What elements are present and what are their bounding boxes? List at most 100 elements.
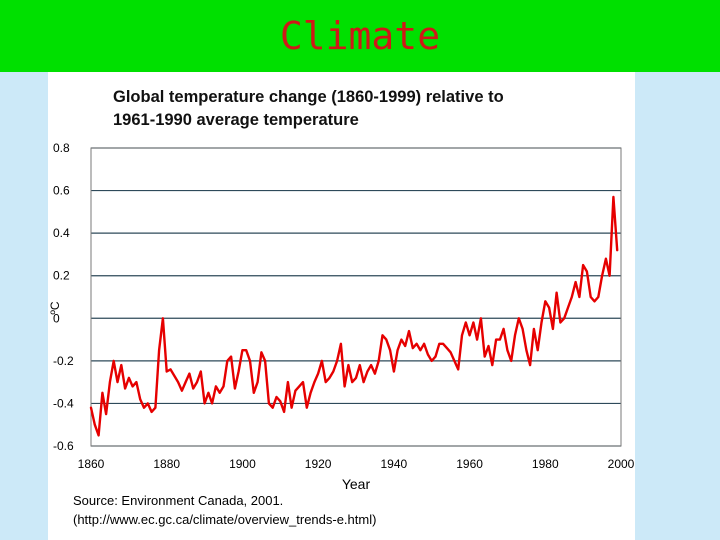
data-point (506, 349, 509, 352)
data-point (351, 381, 354, 383)
data-point (601, 274, 603, 277)
data-point (302, 381, 304, 383)
data-point (252, 391, 255, 394)
data-point (502, 328, 505, 330)
chart-title-line-1: Global temperature change (1860-1999) re… (113, 88, 504, 106)
data-point (404, 345, 407, 347)
y-tick-label: 0.6 (53, 184, 70, 198)
x-tick-label: 1860 (78, 457, 105, 471)
data-point (396, 349, 399, 352)
data-point (586, 270, 588, 273)
data-point (578, 296, 581, 298)
x-tick-label: 1880 (153, 457, 180, 471)
data-point (109, 381, 111, 383)
data-point (215, 385, 217, 388)
data-point (347, 364, 350, 366)
y-tick-label: 0 (53, 311, 60, 325)
data-point (290, 406, 293, 409)
data-point (139, 398, 142, 401)
data-point (271, 406, 274, 409)
data-point (612, 196, 615, 198)
data-point (434, 355, 437, 358)
x-tick-label: 2000 (608, 457, 635, 471)
data-point (593, 300, 596, 303)
series-line (89, 195, 619, 437)
x-axis-label: Year (342, 476, 371, 492)
data-point (177, 381, 180, 383)
y-tick-label: -0.2 (53, 354, 74, 368)
data-point (355, 377, 357, 379)
data-point (411, 347, 414, 349)
data-point (146, 402, 149, 405)
data-point (199, 370, 202, 373)
y-tick-label: -0.4 (53, 396, 74, 410)
data-point (321, 360, 323, 362)
data-point (328, 377, 331, 379)
data-point (169, 368, 172, 371)
grid-lines (91, 147, 621, 447)
data-point (192, 387, 195, 390)
x-tick-label: 1900 (229, 457, 256, 471)
data-point (544, 300, 547, 303)
chart-title-line-2: 1961-1990 average temperature (113, 111, 359, 129)
data-point (207, 391, 210, 394)
x-tick-label: 1940 (381, 457, 408, 471)
data-point (165, 370, 168, 373)
source-url: (http://www.ec.gc.ca/climate/overview_tr… (73, 512, 377, 527)
x-tick-label: 1960 (456, 457, 483, 471)
data-point (374, 372, 376, 375)
data-point (97, 434, 100, 437)
data-point (582, 264, 584, 266)
data-point (393, 370, 395, 373)
title-bar (0, 0, 720, 72)
y-tick-label: 0.8 (53, 141, 70, 155)
data-point (158, 349, 160, 352)
data-point (309, 391, 312, 394)
data-point (385, 338, 388, 341)
temperature-chart: Global temperature change (1860-1999) re… (48, 88, 635, 492)
data-point (362, 381, 365, 383)
data-point (442, 342, 444, 345)
data-point (552, 328, 554, 330)
data-point (449, 351, 452, 354)
data-point (105, 413, 107, 415)
data-point (90, 406, 92, 409)
y-tick-label: -0.6 (53, 439, 74, 453)
data-point (336, 360, 338, 362)
y-tick-label: 0.4 (53, 226, 70, 240)
data-point (162, 317, 164, 320)
x-tick-labels: 1860 1880 1900 1920 1940 1960 1980 2000 (78, 457, 635, 471)
data-point (287, 381, 289, 383)
data-point (491, 364, 494, 366)
data-point (453, 360, 456, 362)
data-point (184, 381, 187, 383)
data-point (154, 406, 157, 409)
data-point (313, 381, 316, 383)
data-point (370, 364, 372, 366)
data-point (468, 334, 471, 337)
data-point (305, 406, 308, 409)
data-point (461, 334, 463, 337)
data-point (377, 360, 380, 362)
data-point (480, 317, 482, 320)
data-point (93, 423, 96, 426)
data-point (464, 321, 467, 324)
data-point (472, 321, 475, 324)
data-point (438, 342, 441, 345)
data-point (260, 351, 263, 354)
data-point (608, 274, 611, 277)
data-point (226, 360, 229, 362)
data-point (218, 391, 221, 394)
data-point (245, 349, 248, 352)
y-tick-label: 0.2 (53, 269, 70, 283)
data-point (529, 364, 531, 366)
data-point (570, 296, 573, 298)
data-point (555, 291, 558, 294)
plot-frame (90, 147, 622, 447)
data-point (514, 334, 516, 337)
data-point (358, 364, 361, 366)
data-point (597, 296, 600, 298)
data-point (415, 342, 418, 345)
data-point (616, 249, 619, 252)
data-point (279, 400, 282, 403)
